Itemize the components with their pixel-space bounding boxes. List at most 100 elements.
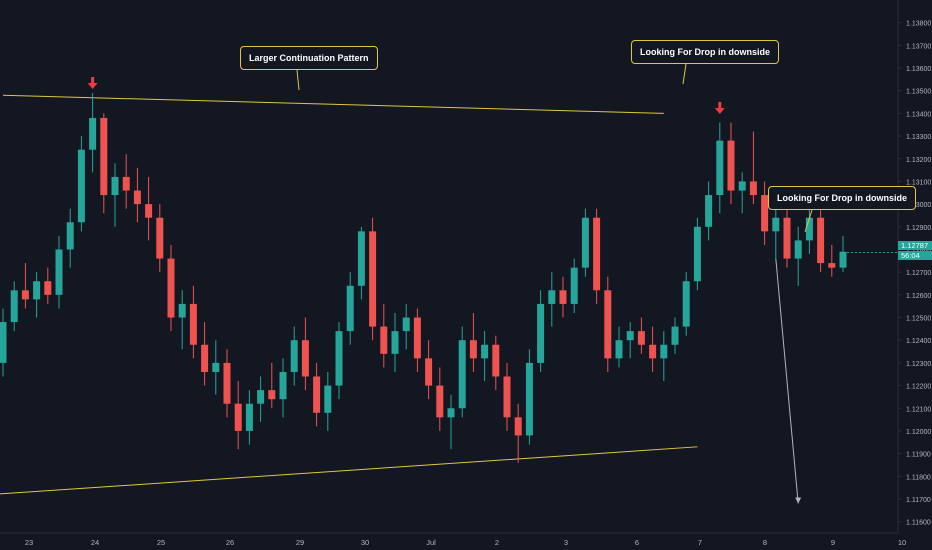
candle: [458, 340, 466, 409]
y-tick-label: 1.12300: [906, 361, 931, 368]
x-tick-label: 24: [91, 538, 99, 547]
projection-line[interactable]: [775, 258, 799, 504]
candle: [637, 331, 645, 345]
y-tick-label: 1.12000: [906, 429, 931, 436]
y-tick-label: 1.11600: [906, 520, 931, 527]
candle: [537, 303, 545, 363]
candle: [245, 403, 253, 431]
callout-pointer: [296, 69, 300, 91]
candle: [805, 217, 813, 241]
y-tick-label: 1.11900: [906, 452, 931, 459]
candle: [279, 371, 287, 400]
candle: [481, 344, 489, 359]
candle: [402, 317, 410, 332]
annotation-callout[interactable]: Looking For Drop in downside: [768, 186, 916, 210]
candle: [772, 217, 780, 232]
candle: [548, 290, 556, 304]
x-axis: 23 24 25 26 29 30 Jul 2 3 6 7 8 9 10: [25, 538, 906, 547]
candle: [514, 417, 522, 436]
candle: [111, 176, 119, 196]
x-tick-label: 7: [698, 538, 702, 547]
candle: [10, 290, 18, 323]
candle: [716, 140, 724, 196]
y-tick-label: 1.12700: [906, 270, 931, 277]
y-tick-label: 1.12800: [906, 247, 931, 254]
candle: [301, 340, 309, 377]
arrow-down-icon: [718, 101, 722, 108]
candle: [156, 217, 164, 259]
candle: [313, 376, 321, 413]
x-tick-label: 29: [296, 538, 304, 547]
candle: [257, 390, 265, 404]
x-tick-label: 26: [226, 538, 234, 547]
candle: [33, 281, 41, 300]
current-price-label: 1.12787: [898, 241, 932, 250]
y-tick-label: 1.13200: [906, 157, 931, 164]
callout-pointer: [682, 63, 687, 85]
candle: [324, 385, 332, 413]
candle: [593, 217, 601, 291]
candle: [223, 362, 231, 404]
candle: [559, 290, 567, 304]
y-tick-label: 1.11800: [906, 474, 931, 481]
candle: [290, 340, 298, 372]
y-tick-label: 1.12100: [906, 406, 931, 413]
y-tick-label: 1.13500: [906, 89, 931, 96]
candle: [693, 226, 701, 282]
candle: [817, 217, 825, 264]
candle: [839, 251, 847, 268]
candle: [346, 285, 354, 332]
candle: [145, 204, 153, 218]
candle: [122, 176, 130, 191]
candle: [100, 117, 108, 196]
x-tick-label: 25: [157, 538, 165, 547]
candle: [492, 344, 500, 377]
candle: [44, 281, 52, 295]
countdown-label: 56:04: [898, 251, 932, 260]
candle: [369, 231, 377, 327]
y-tick-label: 1.12400: [906, 338, 931, 345]
annotation-callout[interactable]: Looking For Drop in downside: [631, 40, 779, 64]
trendline[interactable]: [0, 446, 698, 495]
y-tick-label: 1.13800: [906, 21, 931, 28]
x-tick-label: 6: [635, 538, 639, 547]
candle: [615, 340, 623, 359]
trendline[interactable]: [2, 94, 664, 114]
candle: [503, 376, 511, 418]
candle: [55, 249, 63, 295]
marker-group: [87, 63, 898, 504]
candle: [626, 331, 634, 341]
annotation-callout[interactable]: Larger Continuation Pattern: [240, 46, 378, 70]
candle: [66, 222, 74, 250]
candle: [77, 149, 85, 223]
candle: [436, 385, 444, 418]
candle: [425, 358, 433, 386]
candle: [761, 195, 769, 232]
candle: [738, 181, 746, 191]
candle: [749, 181, 757, 196]
arrow-down-icon: [714, 107, 725, 114]
y-tick-label: 1.12900: [906, 225, 931, 232]
candle: [649, 344, 657, 359]
x-tick-label: 30: [361, 538, 369, 547]
candle: [604, 290, 612, 359]
candle: [133, 190, 141, 205]
x-tick-label: Jul: [426, 538, 436, 547]
candle: [234, 403, 242, 431]
candle: [413, 317, 421, 359]
candle: [682, 281, 690, 327]
arrow-down-icon: [91, 76, 95, 83]
candle: [201, 344, 209, 372]
candle: [671, 326, 679, 345]
candle: [335, 331, 343, 386]
y-tick-label: 1.12200: [906, 384, 931, 391]
candle: [357, 231, 365, 286]
x-tick-label: 8: [763, 538, 767, 547]
y-tick-label: 1.13100: [906, 179, 931, 186]
candlestick-series: [0, 92, 847, 463]
projection-arrowhead: [795, 497, 802, 504]
candle: [89, 117, 97, 150]
y-tick-label: 1.11700: [906, 497, 931, 504]
candle: [469, 340, 477, 359]
